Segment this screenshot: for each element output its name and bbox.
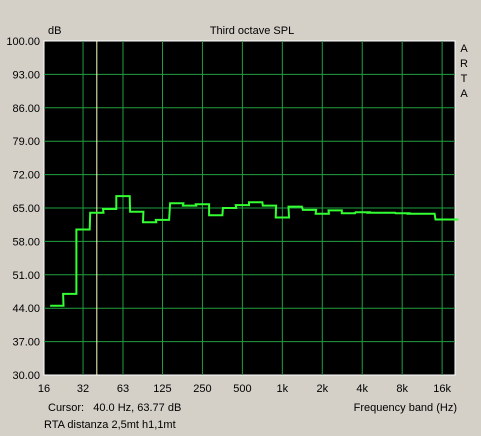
x-tick-label: 16k [433, 383, 451, 395]
cursor-readout: Cursor: 40.0 Hz, 63.77 dB [48, 402, 182, 414]
watermark-letter: R [460, 58, 468, 70]
x-tick-label: 2k [316, 383, 328, 395]
x-tick-label: 500 [233, 383, 251, 395]
watermark-letter: T [461, 73, 468, 85]
x-tick-labels: 16 32 63 125 250 500 1k 2k 4k 8k 16k [38, 383, 452, 395]
y-tick-label: 65.00 [12, 203, 40, 215]
y-tick-label: 100.00 [6, 36, 40, 48]
y-tick-labels: 100.00 93.00 86.00 79.00 72.00 65.00 58.00 51.0… [6, 36, 40, 382]
watermark-letter: A [460, 88, 468, 100]
x-tick-label: 32 [77, 383, 89, 395]
y-tick-label: 30.00 [12, 370, 40, 382]
y-tick-label: 44.00 [12, 303, 40, 315]
chart-title: Third octave SPL [210, 25, 294, 37]
x-tick-label: 16 [38, 383, 50, 395]
x-tick-label: 250 [193, 383, 211, 395]
y-tick-label: 72.00 [12, 170, 40, 182]
x-tick-label: 4k [356, 383, 368, 395]
y-tick-label: 37.00 [12, 337, 40, 349]
measurement-name: RTA distanza 2,5mt h1,1mt [44, 419, 176, 431]
y-axis-label: dB [48, 25, 61, 37]
y-tick-label: 51.00 [12, 270, 40, 282]
grid-lines [44, 41, 455, 375]
y-tick-label: 93.00 [12, 69, 40, 81]
frequency-band-label: Frequency band (Hz) [353, 402, 457, 414]
spl-trace [50, 195, 459, 307]
x-tick-label: 8k [396, 383, 408, 395]
x-tick-label: 125 [153, 383, 171, 395]
x-tick-label: 63 [117, 383, 129, 395]
y-tick-label: 79.00 [12, 136, 40, 148]
x-tick-label: 1k [277, 383, 289, 395]
y-tick-label: 86.00 [12, 103, 40, 115]
y-tick-label: 58.00 [12, 236, 40, 248]
watermark-letter: A [460, 43, 468, 55]
spl-chart[interactable]: dB Third octave SPL 100.00 93.00 86.00 79.0… [0, 0, 481, 400]
